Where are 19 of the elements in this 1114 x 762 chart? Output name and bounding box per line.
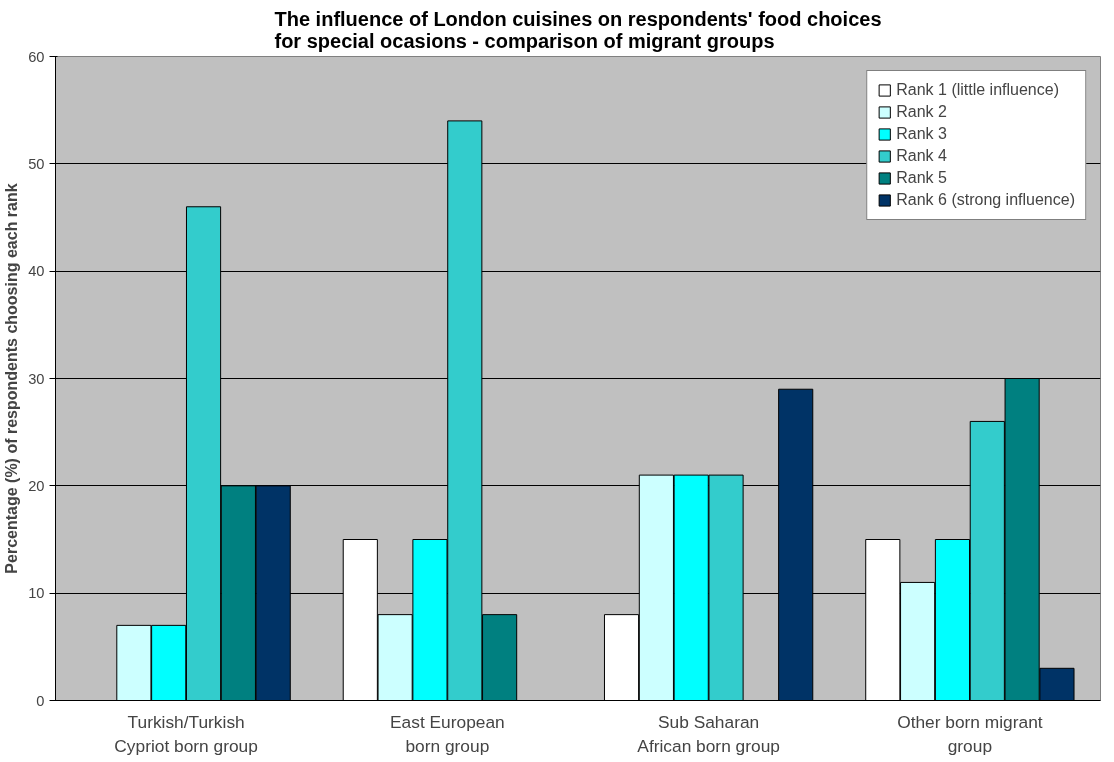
legend-label: Rank 4 — [896, 147, 947, 165]
y-tick-label: 30 — [28, 370, 45, 387]
x-tick-label: Sub Saharan African born group — [637, 711, 780, 756]
y-tick-label: 60 — [28, 48, 45, 65]
legend-label: Rank 1 (little influence) — [896, 81, 1059, 99]
legend-label: Rank 3 — [896, 125, 947, 143]
x-tick-label: Turkish/Turkish Cypriot born group — [114, 711, 258, 756]
legend-label: Rank 5 — [896, 169, 947, 187]
y-axis-title: Percentage (%) of respondents choosing each rank — [3, 183, 21, 574]
y-tick-label: 50 — [28, 155, 45, 172]
y-tick-label: 10 — [28, 585, 45, 602]
y-tick-label: 0 — [36, 692, 45, 709]
y-tick-label: 20 — [28, 477, 45, 494]
x-tick-label: Other born migrant group — [897, 711, 1043, 756]
legend-label: Rank 2 — [896, 103, 947, 121]
chart-title: The influence of London cuisines on respondents' food choices for special ocasions - comparison of migrant groups — [274, 7, 882, 52]
x-tick-label: East European born group — [390, 711, 505, 756]
y-tick-label: 40 — [28, 263, 45, 280]
legend-label: Rank 6 (strong influence) — [896, 191, 1075, 209]
